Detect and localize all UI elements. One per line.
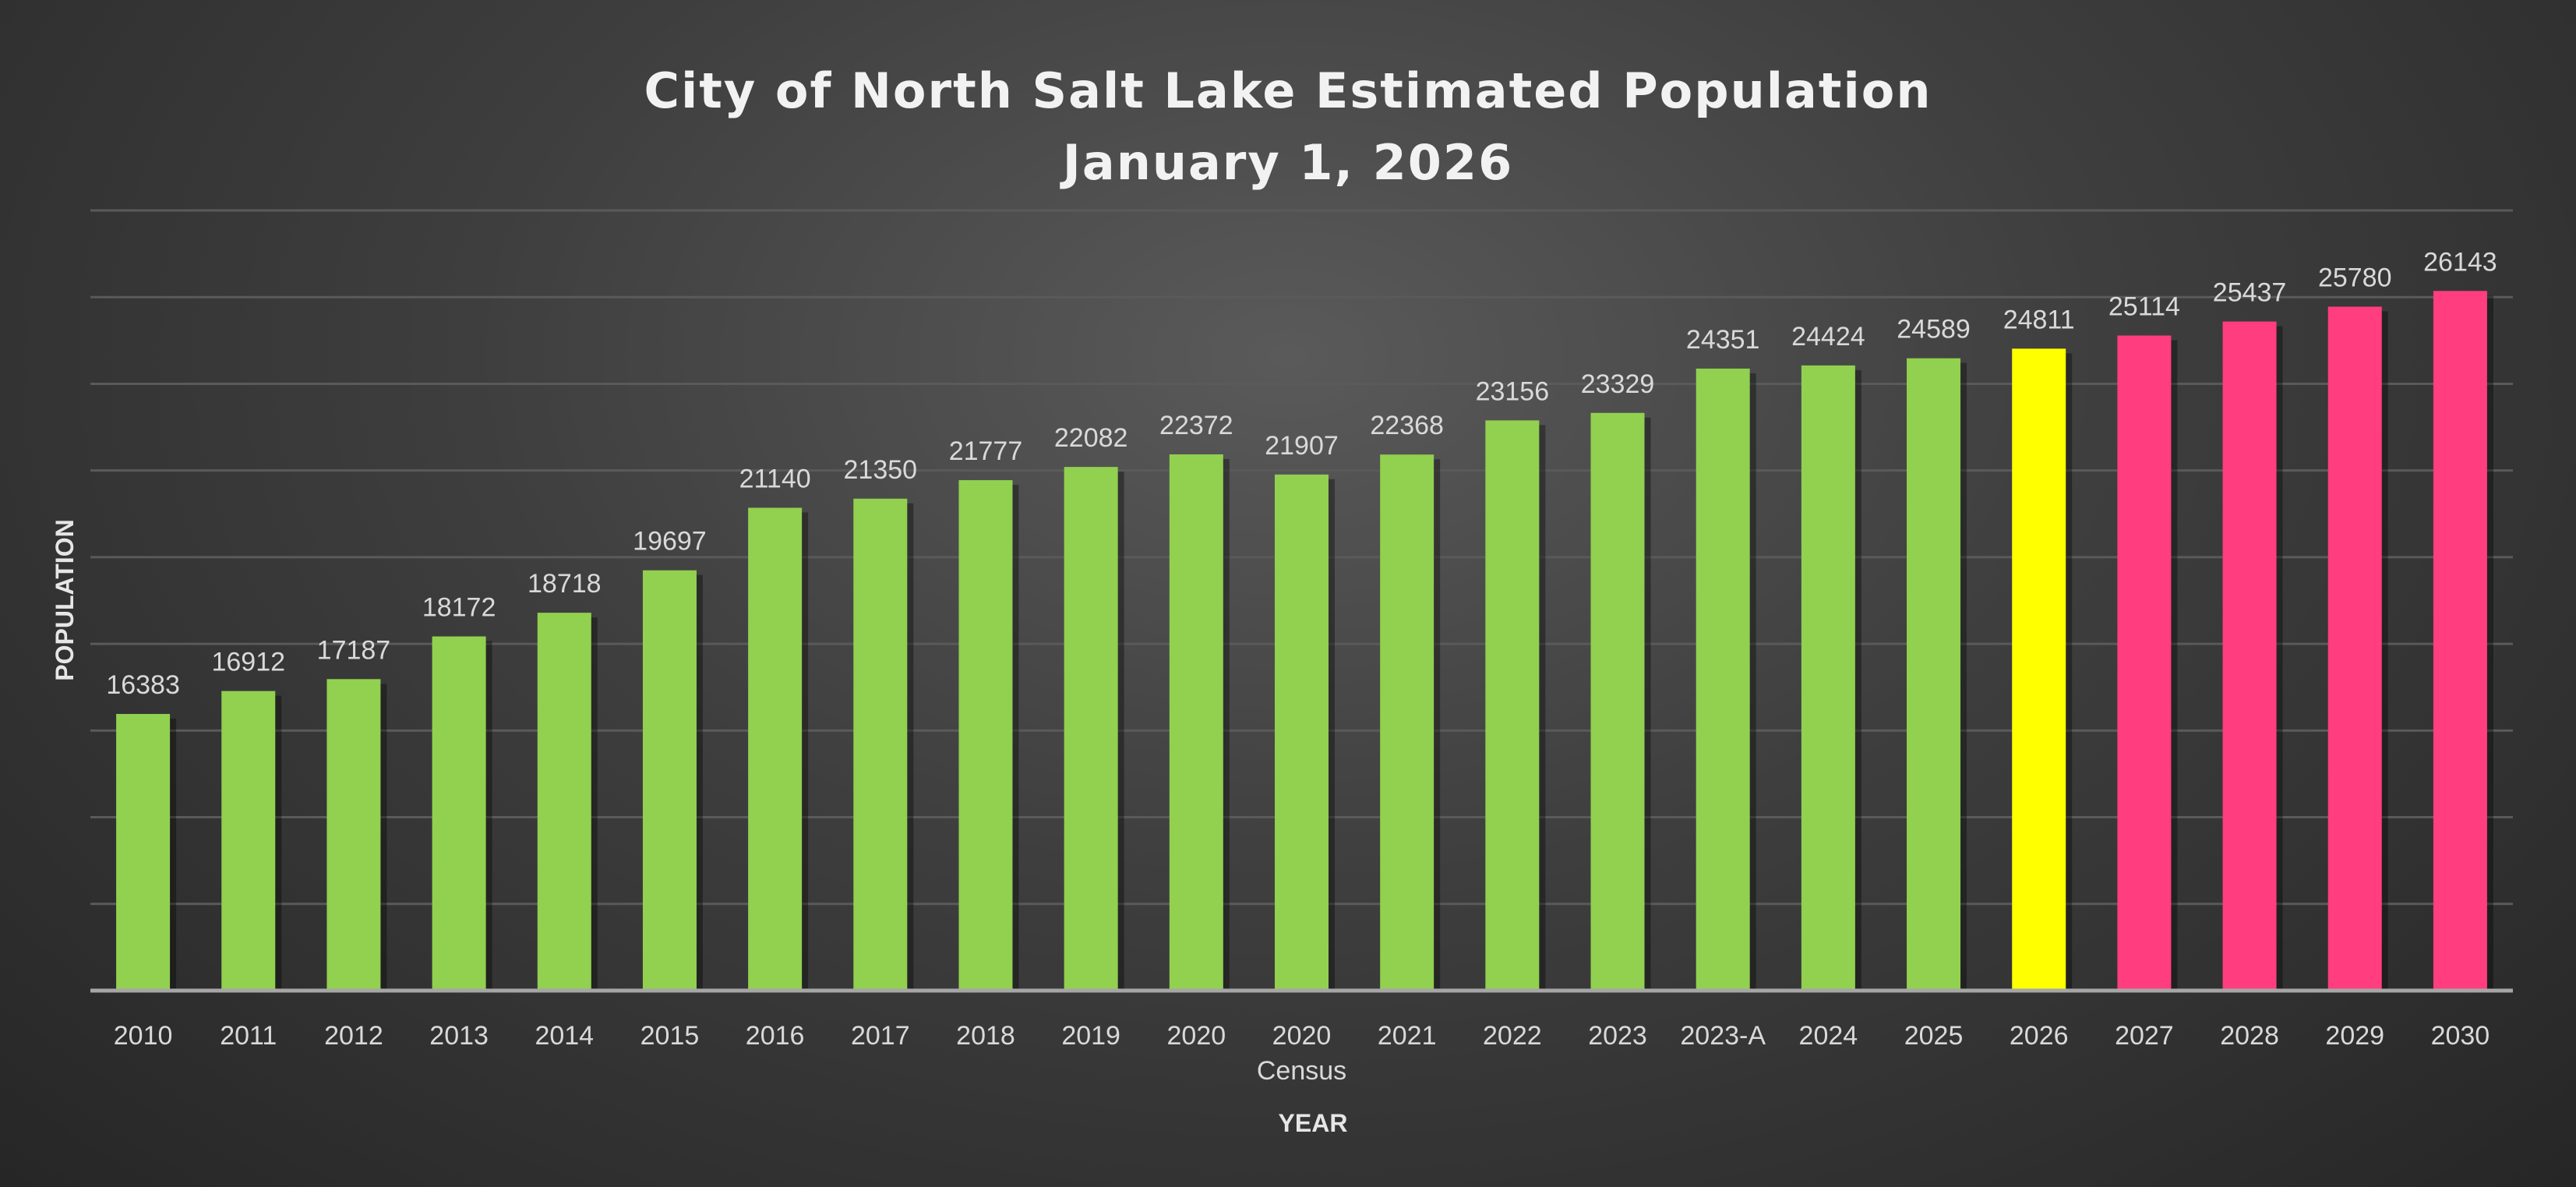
x-tick-label: 2011 [220,1021,277,1051]
bar [2433,291,2487,991]
data-label: 21907 [1265,431,1339,461]
y-axis-title: POPULATION [51,519,79,680]
bar [1801,365,1855,991]
chart-subtitle: January 1, 2026 [1060,134,1513,191]
data-label: 21777 [949,436,1023,466]
data-label: 22368 [1370,411,1444,440]
bar [853,498,908,991]
x-axis-title: YEAR [1279,1109,1348,1137]
data-label: 24589 [1897,315,1971,344]
bar [1907,358,1961,991]
chart-title: City of North Salt Lake Estimated Popula… [644,62,1932,119]
data-label: 16912 [211,648,285,677]
x-tick-label: 2023-A [1680,1021,1766,1051]
x-tick-label: 2022 [1483,1021,1542,1051]
x-tick-label: 2013 [429,1021,489,1051]
data-label: 24424 [1791,322,1865,352]
bar [1380,454,1434,991]
data-label: 18718 [528,569,602,599]
bar [2012,348,2066,991]
data-label: 18172 [422,593,496,623]
x-tick-label: 2020 [1167,1021,1226,1051]
data-label: 24811 [2003,305,2075,334]
x-tick-label: 2015 [640,1021,700,1051]
x-tick-labels: 2010 2011 2012 2013 2014 2015 2016 2017 2018 2019… [114,1021,2490,1086]
bar [1169,454,1223,991]
data-label: 19697 [633,527,707,556]
data-label: 22372 [1159,411,1233,440]
bar [432,636,486,991]
x-tick-label: 2017 [851,1021,910,1051]
x-tick-label: 2029 [2325,1021,2384,1051]
bar [537,613,591,991]
bar [116,714,171,991]
bar [2327,306,2382,991]
x-tick-label: 2020 [1272,1021,1332,1051]
data-label: 17187 [317,635,391,665]
bar [326,679,381,991]
bar [1064,467,1118,991]
bar [642,570,697,991]
bars [116,291,2493,991]
x-tick-label: Census [1257,1056,1346,1086]
bar [958,480,1013,991]
x-tick-label: 2030 [2431,1021,2490,1051]
bar [2222,321,2277,991]
data-label: 16383 [106,670,180,700]
bar [748,507,803,991]
x-tick-label: 2024 [1799,1021,1858,1051]
data-label: 24351 [1686,325,1760,355]
x-tick-label: 2027 [2115,1021,2174,1051]
data-label: 22082 [1054,423,1128,453]
x-tick-label: 2012 [324,1021,383,1051]
data-label: 21350 [844,455,918,485]
x-tick-label: 2021 [1378,1021,1437,1051]
x-tick-label: 2016 [746,1021,805,1051]
data-label: 26143 [2423,247,2497,277]
data-label: 25780 [2318,263,2392,292]
bar [1485,420,1540,991]
x-tick-label: 2025 [1904,1021,1964,1051]
data-label: 25114 [2108,291,2180,321]
x-tick-label: 2018 [956,1021,1015,1051]
bar [1696,368,1750,991]
data-label: 21140 [739,464,811,493]
bar [221,691,276,991]
x-tick-label: 2026 [2010,1021,2069,1051]
x-tick-label: 2014 [535,1021,594,1051]
x-tick-label: 2010 [114,1021,173,1051]
x-tick-label: 2028 [2220,1021,2279,1051]
data-label: 23156 [1476,376,1550,406]
bar [1590,412,1645,991]
data-labels: 16383 16912 17187 18172 18718 19697 21140 21350… [106,247,2497,700]
x-tick-label: 2019 [1061,1021,1120,1051]
data-label: 23329 [1581,369,1655,399]
bar [2117,335,2172,991]
x-tick-label: 2023 [1588,1021,1647,1051]
bar [1275,474,1329,991]
data-label: 25437 [2213,278,2287,308]
